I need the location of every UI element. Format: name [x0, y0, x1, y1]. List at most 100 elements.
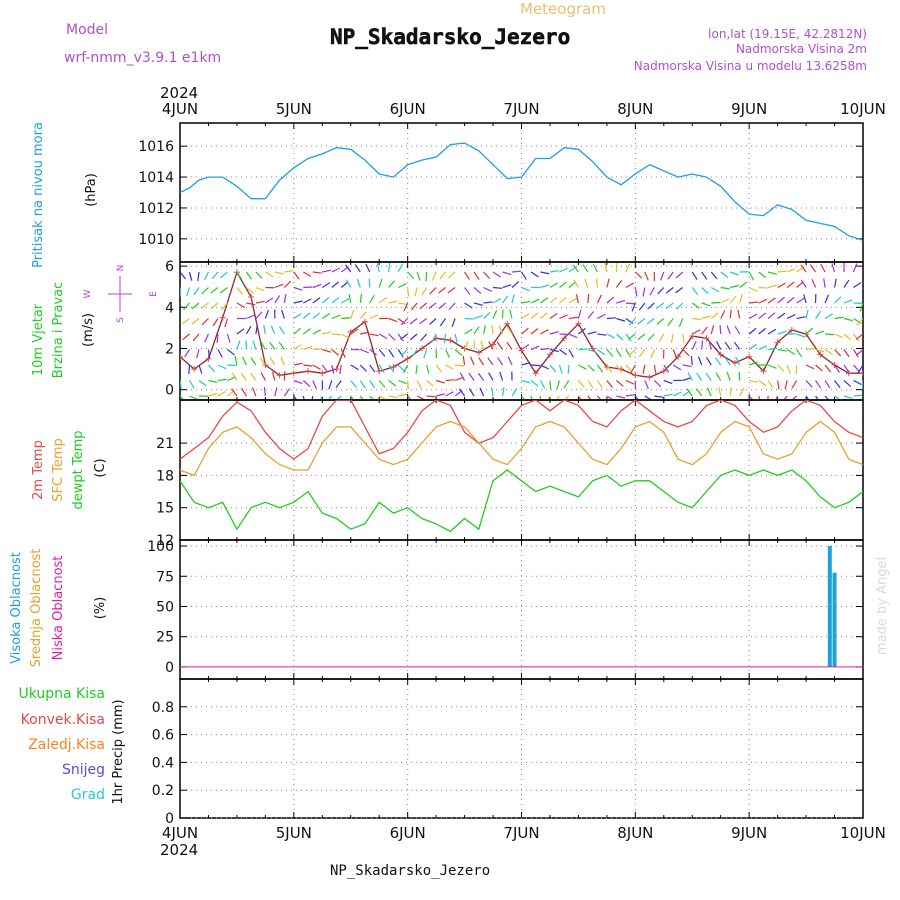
wind-arrow: [663, 364, 670, 373]
wind-arrow: [359, 294, 363, 304]
wind-point: [575, 320, 582, 327]
wind-arrow: [312, 364, 321, 370]
wind-arrow: [193, 287, 200, 296]
wind-arrow: [499, 371, 504, 381]
wind-arrow: [615, 279, 623, 288]
wind-arrow: [748, 361, 758, 366]
wind-arrow: [634, 271, 643, 279]
year-bottom: 2024: [160, 841, 198, 859]
wind-arrow: [464, 328, 473, 335]
wind-arrow: [724, 357, 731, 366]
x-date-label-top: 7JUN: [503, 100, 539, 118]
wind-point: [646, 374, 653, 381]
wind-arrow: [777, 364, 785, 372]
wind-arrow: [530, 395, 533, 400]
wind-arrow: [843, 279, 850, 288]
wind-arrow: [255, 271, 263, 279]
x-date-label-bottom: 7JUN: [503, 824, 539, 842]
wind-arrow: [482, 325, 487, 335]
wind-point: [376, 368, 383, 375]
wind-arrow: [710, 312, 719, 319]
wind-arrow: [823, 278, 826, 288]
wind-point: [205, 355, 212, 362]
wind-arrow: [559, 314, 568, 320]
wind-arrow: [853, 333, 860, 342]
wind-arrow: [834, 333, 844, 339]
wind-arrow: [625, 379, 635, 385]
wind-arrow: [675, 271, 684, 279]
wind-arrow: [815, 348, 825, 353]
wind-arrow: [606, 296, 615, 304]
wind-point: [290, 370, 297, 377]
wind-arrow: [302, 328, 311, 335]
wind-arrow: [786, 296, 795, 304]
rose-north: N: [116, 265, 126, 272]
wind-arrow: [350, 380, 357, 388]
wind-point: [518, 347, 525, 354]
wind-arrow: [388, 333, 396, 341]
wind-arrow: [260, 341, 266, 350]
wind-arrow: [729, 295, 737, 304]
wind-arrow: [521, 327, 529, 335]
wind-arrow: [411, 349, 418, 358]
wind-arrow: [487, 357, 494, 366]
wind-arrow: [559, 267, 568, 273]
wind-arrow: [303, 364, 313, 367]
wind-arrow: [595, 278, 598, 288]
wind-arrow: [469, 356, 475, 366]
wind-arrow: [862, 272, 863, 273]
wind-arrow: [631, 302, 636, 312]
wind-arrow: [777, 282, 786, 289]
wind-arrow: [340, 298, 350, 304]
wind-arrow: [429, 318, 437, 326]
wind-ytick-label: 0: [165, 383, 174, 399]
wind-arrow: [672, 349, 678, 359]
wind-arrow: [628, 318, 636, 326]
wind-arrow: [853, 349, 859, 358]
wind-arrow: [378, 364, 385, 373]
wind-arrow: [805, 327, 814, 335]
wind-point: [447, 337, 454, 344]
wind-arrow: [217, 349, 223, 358]
wind-arrow: [696, 388, 703, 397]
wind-point: [860, 370, 863, 377]
wind-arrow: [644, 380, 649, 390]
wind-arrow: [359, 311, 367, 319]
wind-arrow: [398, 302, 408, 306]
wind-arrow: [691, 341, 697, 350]
wind-point: [180, 353, 183, 360]
temperature-ytick-label: 21: [156, 436, 174, 452]
x-date-label-bottom: 8JUN: [617, 824, 653, 842]
wind-arrow: [701, 302, 711, 307]
wind-arrow: [478, 357, 485, 366]
wind-arrow: [843, 395, 853, 400]
wind-point: [788, 326, 795, 333]
wind-arrow: [649, 287, 655, 296]
wind-arrow: [269, 357, 276, 366]
wind-arrow: [454, 376, 464, 382]
wind-arrow: [675, 287, 684, 294]
wind-arrow: [397, 333, 404, 342]
wind-arrow: [188, 380, 195, 389]
temperature-series-line-1: [180, 420, 863, 477]
wind-arrow: [376, 263, 380, 273]
wind-arrow: [656, 302, 665, 309]
wind-arrow: [549, 364, 557, 373]
precip-frozen-label: Zaledj.Kisa: [28, 737, 105, 753]
wind-point: [632, 372, 639, 379]
wind-arrow: [719, 324, 722, 335]
wind-arrow: [572, 264, 579, 273]
wind-arrow: [429, 287, 437, 295]
wind-arrow: [625, 302, 635, 305]
cloud-axis-labels: Visoka Oblacnost Srednja Oblacnost Niska…: [9, 549, 108, 668]
wind-arrow: [311, 395, 314, 400]
wind-arrow: [284, 270, 294, 273]
wind-arrow: [497, 357, 504, 366]
year-top: 2024: [160, 84, 198, 102]
wind-arrow: [483, 311, 491, 319]
wind-arrow: [263, 386, 266, 397]
wind-arrow: [843, 364, 850, 373]
wind-arrow: [656, 318, 665, 325]
wind-arrow: [853, 394, 863, 397]
temperature-series-line-0: [180, 400, 863, 461]
